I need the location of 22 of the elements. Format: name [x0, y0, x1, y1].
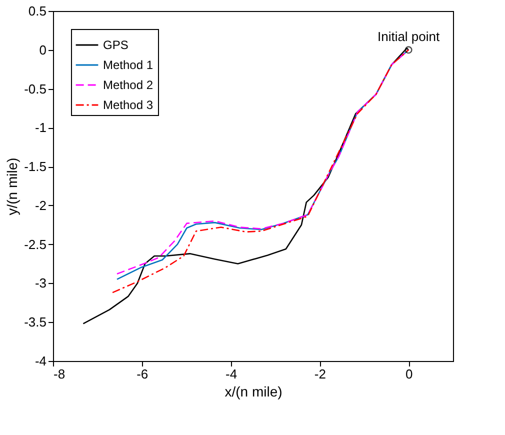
legend-label: Method 3: [103, 98, 154, 112]
y-axis-title: y/(n mile): [4, 158, 20, 216]
x-axis-title: x/(n mile): [224, 384, 282, 400]
y-tick-label: -2.5: [24, 236, 46, 252]
y-tick-label: 0.5: [28, 4, 46, 18]
y-tick-label: -3.5: [24, 314, 46, 330]
x-tick-label: 0: [405, 366, 413, 382]
annotation: Initial point: [377, 28, 440, 44]
y-tick-label: -1: [34, 120, 46, 136]
x-tick-label: -6: [136, 366, 148, 382]
y-tick-label: -4: [34, 354, 46, 368]
y-tick-label: -3: [34, 276, 46, 291]
x-tick-label: -4: [225, 366, 238, 382]
legend-label: GPS: [103, 38, 128, 52]
y-tick-label: -1.5: [24, 159, 46, 174]
y-tick-label: -0.5: [24, 81, 46, 96]
legend-label: Method 2: [103, 78, 154, 92]
x-tick-label: -8: [54, 366, 66, 382]
y-tick-label: 0: [39, 42, 46, 58]
y-tick-label: -2: [34, 198, 46, 213]
legend-label: Method 1: [103, 58, 154, 72]
x-tick-label: -2: [314, 366, 326, 382]
